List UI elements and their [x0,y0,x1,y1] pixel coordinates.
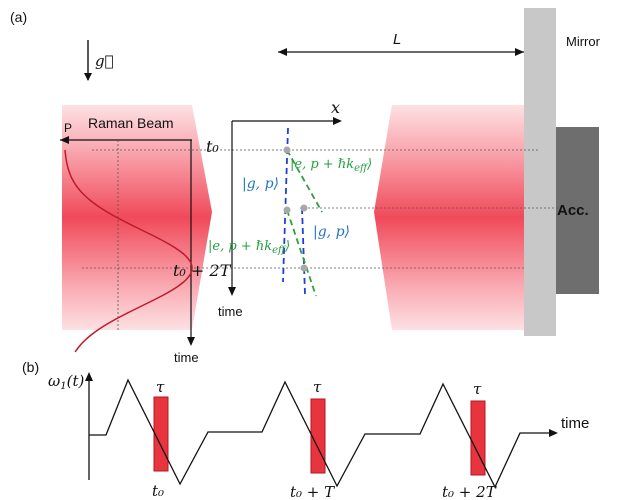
t0-2T-label: t₀ + 2T [173,261,232,280]
distance-L-label: L [393,31,401,48]
accelerometer [556,127,599,294]
time-axis-b-label: time [561,415,589,432]
p-axis [60,136,192,144]
t0-label: t₀ [206,137,219,156]
time-axis-left-label: time [174,350,199,365]
excited-state-path-lower [286,209,317,297]
time-axis-left [187,140,195,346]
pulse-time-label-3: t₀ + 2T [442,483,497,500]
pulse-point-t0 [283,146,291,154]
raman-beam-label: Raman Beam [88,115,174,131]
pulse-point-t0-T-upper [283,206,291,214]
ground-state-path-upper [282,127,289,283]
mirror-label: Mirror [566,34,601,49]
omega-axis-label: ω1(t) [48,372,84,392]
x-axis-label: x [331,98,340,117]
gravity-label: g⃗ [95,52,114,70]
accelerometer-label: Acc. [557,202,589,219]
excited-state-path-upper [286,149,323,213]
state-label-e-upper: |e, p + ℏkeff⟩ [290,157,372,174]
distance-L-arrow [278,48,524,56]
ground-state-path-lower [301,207,306,295]
pulse-1 [153,396,169,472]
p-axis-label: P [64,121,72,135]
pulse-time-label-1: t₀ [152,482,164,500]
mirror [524,8,556,336]
state-label-g-upper: |g, p⟩ [242,176,279,192]
pulse-2 [310,398,326,474]
pulse-3 [470,400,486,476]
time-axis-mid-label: time [218,304,243,319]
tau-label-1: τ [156,378,165,396]
raman-beam-right [374,105,524,330]
state-label-e-lower: |e, p + ℏkeff⟩ [208,239,290,256]
omega-time-arrowhead [549,429,558,437]
pulse-point-t0-2T [300,264,308,272]
pulse-point-t0-T-lower [300,204,308,212]
x-axis [232,117,342,125]
omega-axis [85,372,93,480]
tau-label-3: τ [473,380,482,398]
omega-waveform [89,378,550,489]
time-axis-mid [228,121,236,296]
state-label-g-lower: |g, p⟩ [313,224,350,240]
gaussian-profile [64,149,193,353]
panel-a-label: (a) [10,9,27,25]
panel-b-label: (b) [22,359,39,375]
raman-beam-left [62,105,212,330]
pulse-time-label-2: t₀ + T [290,483,335,500]
tau-label-2: τ [313,378,322,396]
